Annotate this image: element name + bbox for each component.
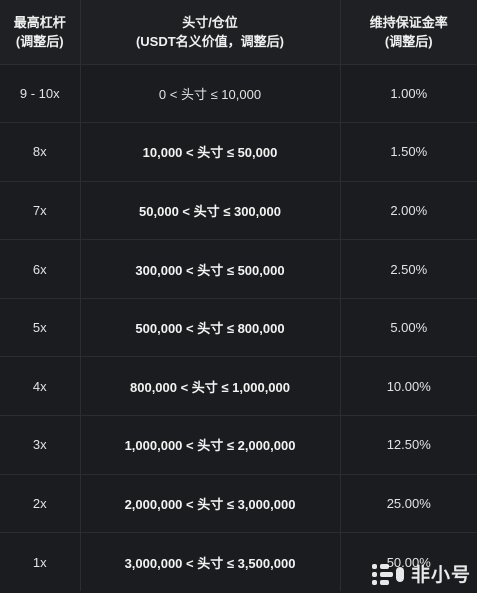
table-row: 7x 50,000 < 头寸 ≤ 300,000 2.00% — [0, 181, 477, 241]
table-row: 5x 500,000 < 头寸 ≤ 800,000 5.00% — [0, 298, 477, 358]
header-max-leverage-line2: (调整后) — [15, 33, 64, 49]
header-maintenance-margin: 维持保证金率 (调整后) — [340, 0, 477, 65]
table-row: 3x 1,000,000 < 头寸 ≤ 2,000,000 12.50% — [0, 415, 477, 475]
position-cell: 500,000 < 头寸 ≤ 800,000 — [80, 298, 341, 358]
leverage-cell: 3x — [0, 415, 81, 475]
table-row: 2x 2,000,000 < 头寸 ≤ 3,000,000 25.00% — [0, 474, 477, 534]
header-max-leverage-line1: 最高杠杆 — [13, 14, 66, 30]
table-row: 9 - 10x 0 < 头寸 ≤ 10,000 1.00% — [0, 64, 477, 124]
margin-rate-cell: 10.00% — [340, 356, 477, 417]
header-position-line2: (USDT名义价值，调整后) — [135, 33, 285, 49]
margin-rate-cell: 2.00% — [340, 181, 477, 241]
watermark: 非小号 — [371, 560, 471, 587]
table-row: 6x 300,000 < 头寸 ≤ 500,000 2.50% — [0, 239, 477, 299]
leverage-cell: 1x — [0, 532, 81, 592]
position-cell: 50,000 < 头寸 ≤ 300,000 — [80, 181, 341, 241]
table-row: 4x 800,000 < 头寸 ≤ 1,000,000 10.00% — [0, 356, 477, 417]
table-body: 9 - 10x 0 < 头寸 ≤ 10,000 1.00% 8x 10,000 … — [0, 64, 477, 592]
margin-rate-cell: 2.50% — [340, 239, 477, 299]
margin-rate-cell: 5.00% — [340, 298, 477, 358]
position-cell: 800,000 < 头寸 ≤ 1,000,000 — [80, 356, 341, 417]
header-position-line1: 头寸/仓位 — [182, 14, 238, 30]
leverage-cell: 4x — [0, 356, 81, 417]
margin-rate-cell: 1.50% — [340, 122, 477, 182]
leverage-cell: 8x — [0, 122, 81, 182]
leverage-cell: 7x — [0, 181, 81, 241]
header-maintenance-margin-line1: 维持保证金率 — [369, 14, 448, 30]
position-cell: 1,000,000 < 头寸 ≤ 2,000,000 — [80, 415, 341, 475]
margin-rate-cell: 50.00% — [386, 554, 431, 570]
header-position: 头寸/仓位 (USDT名义价值，调整后) — [80, 0, 341, 65]
table-row: 8x 10,000 < 头寸 ≤ 50,000 1.50% — [0, 122, 477, 182]
position-cell: 10,000 < 头寸 ≤ 50,000 — [80, 122, 341, 182]
margin-rate-cell: 12.50% — [340, 415, 477, 475]
position-cell: 3,000,000 < 头寸 ≤ 3,500,000 — [80, 532, 341, 592]
position-cell: 2,000,000 < 头寸 ≤ 3,000,000 — [80, 474, 341, 534]
position-cell: 0 < 头寸 ≤ 10,000 — [80, 64, 341, 124]
margin-rate-cell: 25.00% — [340, 474, 477, 534]
leverage-cell: 9 - 10x — [0, 64, 81, 124]
table-row: 1x 3,000,000 < 头寸 ≤ 3,500,000 50.00% — [0, 532, 477, 592]
leverage-cell: 6x — [0, 239, 81, 299]
feixiaohao-logo-icon — [371, 561, 406, 587]
leverage-cell: 5x — [0, 298, 81, 358]
header-max-leverage: 最高杠杆 (调整后) — [0, 0, 81, 65]
position-cell: 300,000 < 头寸 ≤ 500,000 — [80, 239, 341, 299]
table-header: 最高杠杆 (调整后) 头寸/仓位 (USDT名义价值，调整后) 维持保证金率 (… — [0, 0, 477, 65]
margin-rate-cell: 1.00% — [340, 64, 477, 124]
watermark-text: 非小号 — [410, 564, 471, 586]
header-maintenance-margin-line2: (调整后) — [384, 33, 433, 49]
leverage-cell: 2x — [0, 474, 81, 534]
header-row: 最高杠杆 (调整后) 头寸/仓位 (USDT名义价值，调整后) 维持保证金率 (… — [0, 0, 477, 65]
